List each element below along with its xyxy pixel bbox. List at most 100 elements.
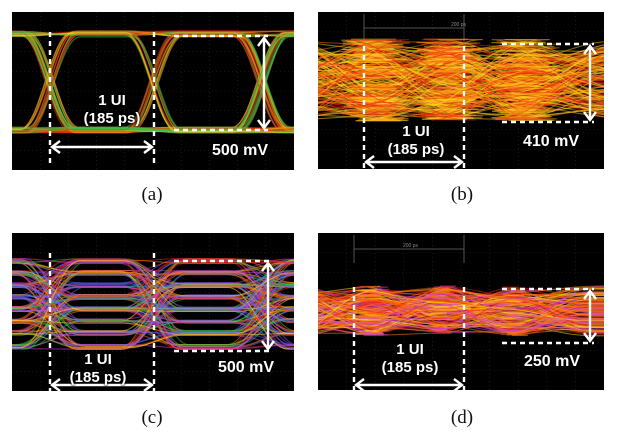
trace-line — [12, 282, 294, 346]
measurement-markers — [48, 253, 275, 391]
ui-arrow-right-head — [143, 378, 154, 391]
trace-line — [318, 67, 604, 105]
trace-line — [318, 50, 604, 121]
amplitude-arrow-bottom-head — [583, 332, 597, 343]
trace-line — [318, 41, 604, 119]
trace-line — [318, 286, 604, 324]
trace-line — [318, 53, 604, 103]
trace-line — [318, 296, 604, 334]
amplitude-label-c: 500 mV — [218, 359, 275, 376]
ui-label-text-c: 1 UI — [84, 351, 112, 368]
trace-line — [318, 300, 604, 330]
trace-line — [12, 306, 294, 336]
trace-line — [318, 60, 604, 96]
trace-line — [318, 39, 604, 106]
trace-line — [12, 261, 294, 333]
ui-arrow-left-head — [354, 378, 365, 390]
ui-label-text-a: 1 UI — [98, 92, 126, 109]
amplitude-label-d: 250 mV — [524, 353, 581, 370]
trace-line — [318, 287, 604, 313]
ui-arrow-left-head — [50, 378, 61, 391]
trace-line — [318, 56, 604, 116]
measurement-markers — [48, 32, 271, 167]
trace-line — [318, 292, 604, 312]
trace-line — [12, 285, 294, 332]
trace-line — [12, 286, 294, 350]
caption-a: (a) — [141, 184, 163, 205]
trace-line — [12, 31, 294, 128]
time-readout-d: 200 ps — [403, 243, 419, 249]
trace-line — [12, 283, 294, 312]
trace-line — [318, 299, 604, 334]
trace-line — [12, 294, 294, 309]
trace-line — [318, 41, 604, 110]
amplitude-arrow-top-head — [257, 36, 271, 47]
time-readout-b: 200 ps — [451, 22, 467, 28]
ui-arrow-left-head — [364, 155, 375, 169]
trace-line — [318, 292, 604, 336]
trace-line — [12, 306, 294, 346]
trace-line — [318, 288, 604, 330]
ui-period-text-d: (185 ps) — [381, 359, 439, 376]
amplitude-arrow-top-head — [261, 261, 275, 272]
eye-diagram-d-svg — [318, 233, 604, 390]
trace-line — [318, 39, 604, 109]
eye-diagram-panel-b: 200 ps 1 UI (185 ps) 410 mV — [318, 12, 604, 169]
trace-line — [12, 271, 294, 313]
eye-diagram-panel-c: 1 UI (185 ps) 500 mV — [12, 233, 294, 391]
trace-line — [318, 298, 604, 326]
trace-line — [318, 54, 604, 121]
trace-line — [12, 31, 294, 133]
trace-line — [318, 58, 604, 104]
trace-line — [12, 258, 294, 324]
unit-interval-label-b: 1 UI (185 ps) — [366, 123, 466, 159]
measurement-markers — [352, 287, 597, 390]
trace-line — [318, 320, 604, 334]
ui-period-text-a: (185 ps) — [83, 110, 141, 127]
eye-traces — [318, 38, 604, 122]
amplitude-arrow-bottom-head — [583, 111, 597, 122]
ui-arrow-right-head — [143, 140, 154, 154]
trace-line — [12, 262, 294, 308]
measurement-markers — [362, 42, 597, 169]
amplitude-arrow-top-head — [583, 289, 597, 300]
eye-diagram-c-svg — [12, 233, 294, 391]
caption-b: (b) — [450, 184, 474, 205]
trace-line — [318, 295, 604, 320]
eye-traces — [318, 285, 604, 337]
trace-line — [12, 32, 294, 134]
trace-line — [318, 292, 604, 308]
caption-d: (d) — [450, 407, 474, 428]
trace-line — [12, 259, 294, 350]
amplitude-arrow-bottom-head — [257, 119, 271, 130]
trace-line — [12, 294, 294, 348]
trace-line — [318, 302, 604, 332]
amplitude-arrow-top-head — [583, 44, 597, 55]
trace-line — [318, 289, 604, 325]
trace-line — [12, 30, 294, 132]
time-cursor-ruler — [353, 235, 465, 263]
trace-line — [318, 48, 604, 103]
eye-diagram-panel-a: 1 UI (185 ps) 500 mV — [12, 12, 294, 170]
ui-label-text-b: 1 UI — [402, 123, 430, 140]
eye-diagram-a-svg — [12, 12, 294, 170]
trace-line — [318, 301, 604, 328]
trace-line — [318, 51, 604, 122]
ui-label-text-d: 1 UI — [396, 341, 424, 358]
eye-diagram-panel-d: 200 ps 1 UI (185 ps) 250 mV — [318, 233, 604, 390]
trace-line — [12, 126, 294, 134]
unit-interval-label-d: 1 UI (185 ps) — [360, 341, 460, 377]
trace-line — [318, 39, 604, 78]
trace-line — [12, 260, 294, 349]
eye-diagram-b-svg — [318, 12, 604, 169]
trace-line — [318, 54, 604, 92]
trace-line — [318, 290, 604, 318]
eye-traces — [12, 258, 294, 351]
trace-line — [318, 291, 604, 332]
trace-line — [318, 46, 604, 114]
ui-arrow-left-head — [50, 140, 61, 154]
ui-arrow-right-head — [453, 155, 464, 169]
trace-line — [318, 53, 604, 113]
unit-interval-label-a: 1 UI (185 ps) — [62, 92, 162, 128]
ui-arrow-right-head — [453, 378, 464, 390]
